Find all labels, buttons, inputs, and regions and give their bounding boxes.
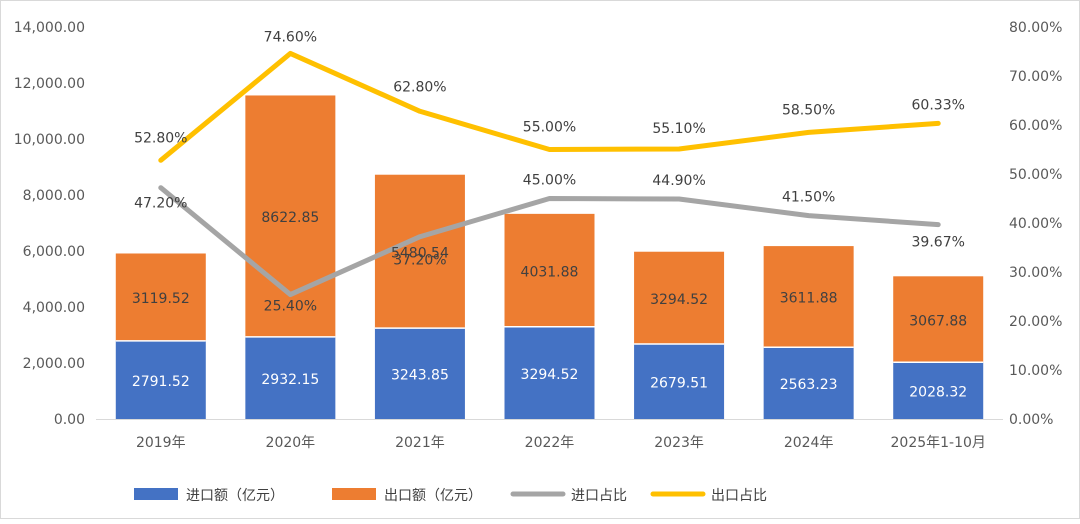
export-share-label: 52.80%: [134, 130, 187, 146]
import-bar: [504, 326, 595, 419]
x-tick-label: 2025年1-10月: [891, 435, 986, 451]
export-bar: [504, 213, 595, 327]
import-bar: [893, 362, 984, 419]
export-share-label: 55.00%: [523, 120, 576, 136]
right-tick-label: 10.00%: [1009, 363, 1062, 379]
export-value-label: 3067.88: [909, 313, 967, 329]
legend-export-amount-label: 出口额（亿元）: [384, 488, 482, 504]
import-share-line: [158, 185, 941, 298]
legend-export-amount-swatch: [332, 488, 376, 500]
x-axis: 2019年 2020年 2021年 2022年 2023年 2024年 2025年1-10月: [96, 419, 1003, 451]
legend-import-amount-label: 进口额（亿元）: [186, 488, 284, 504]
left-tick-label: 8,000.00: [23, 188, 85, 204]
import-value-label: 2028.32: [909, 385, 967, 401]
import-value-label: 2791.52: [132, 374, 190, 390]
x-tick-label: 2020年: [266, 435, 316, 451]
import-bar: [374, 328, 465, 419]
import-share-label: 44.90%: [652, 173, 705, 189]
left-tick-label: 4,000.00: [23, 300, 85, 316]
bar-series: [115, 95, 984, 419]
export-value-label: 4031.88: [521, 264, 579, 280]
legend-import-amount-swatch: [134, 488, 178, 500]
import-value-label: 2932.15: [261, 372, 319, 388]
right-tick-label: 40.00%: [1009, 216, 1062, 232]
right-tick-label: 50.00%: [1009, 167, 1062, 183]
export-share-label: 55.10%: [652, 121, 705, 137]
import-share-label: 45.00%: [523, 173, 576, 189]
export-share-label: 58.50%: [782, 102, 835, 118]
export-value-label: 3119.52: [132, 291, 190, 307]
left-tick-label: 14,000.00: [14, 20, 85, 36]
import-bar: [763, 347, 854, 419]
import-value-label: 2679.51: [650, 375, 708, 391]
import-share-label: 37.20%: [393, 253, 446, 269]
left-tick-label: 0.00: [54, 412, 85, 428]
import-value-label: 3294.52: [521, 367, 579, 383]
left-tick-label: 12,000.00: [14, 76, 85, 92]
import-value-label: 3243.85: [391, 368, 449, 384]
export-value-label: 8622.85: [261, 210, 319, 226]
import-share-label: 39.67%: [912, 235, 965, 251]
export-value-label: 5480.54: [391, 245, 449, 261]
export-bar: [763, 246, 854, 348]
x-tick-label: 2023年: [654, 435, 704, 451]
export-bar: [893, 276, 984, 363]
import-bar: [245, 336, 336, 419]
import-share-label: 47.20%: [134, 196, 187, 212]
export-bar: [634, 251, 725, 344]
legend-export-share-label: 出口占比: [711, 488, 767, 504]
export-value-label: 3294.52: [650, 292, 708, 308]
right-tick-label: 70.00%: [1009, 69, 1062, 85]
right-tick-label: 0.00%: [1009, 412, 1053, 428]
right-tick-label: 80.00%: [1009, 20, 1062, 36]
export-share-line: [158, 50, 941, 163]
export-value-label: 3611.88: [780, 291, 838, 307]
x-tick-label: 2022年: [525, 435, 575, 451]
x-tick-label: 2024年: [784, 435, 834, 451]
left-tick-label: 2,000.00: [23, 356, 85, 372]
right-tick-label: 60.00%: [1009, 118, 1062, 134]
export-share-label: 60.33%: [912, 97, 965, 113]
export-bar: [115, 253, 206, 341]
import-bar: [634, 343, 725, 419]
export-share-label: 74.60%: [264, 29, 317, 45]
right-tick-label: 30.00%: [1009, 265, 1062, 281]
import-share-label: 25.40%: [264, 299, 317, 315]
right-axis: 0.00% 10.00% 20.00% 30.00% 40.00% 50.00% 60.00…: [1009, 20, 1062, 428]
left-tick-label: 6,000.00: [23, 244, 85, 260]
left-axis: 0.00 2,000.00 4,000.00 6,000.00 8,000.00 10,0…: [14, 20, 85, 428]
legend-import-share-label: 进口占比: [571, 488, 627, 504]
right-tick-label: 20.00%: [1009, 314, 1062, 330]
import-value-label: 2563.23: [780, 377, 838, 393]
line-series: [158, 50, 941, 298]
x-tick-label: 2019年: [136, 435, 186, 451]
data-labels: 2791.52 3119.52 2932.15 8622.85 3243.85 5480.…: [132, 29, 967, 400]
legend: 进口额（亿元） 出口额（亿元） 进口占比 出口占比: [134, 488, 767, 504]
left-tick-label: 10,000.00: [14, 132, 85, 148]
x-tick-label: 2021年: [395, 435, 445, 451]
import-share-label: 41.50%: [782, 190, 835, 206]
export-share-label: 62.80%: [393, 79, 446, 95]
import-bar: [115, 340, 206, 419]
